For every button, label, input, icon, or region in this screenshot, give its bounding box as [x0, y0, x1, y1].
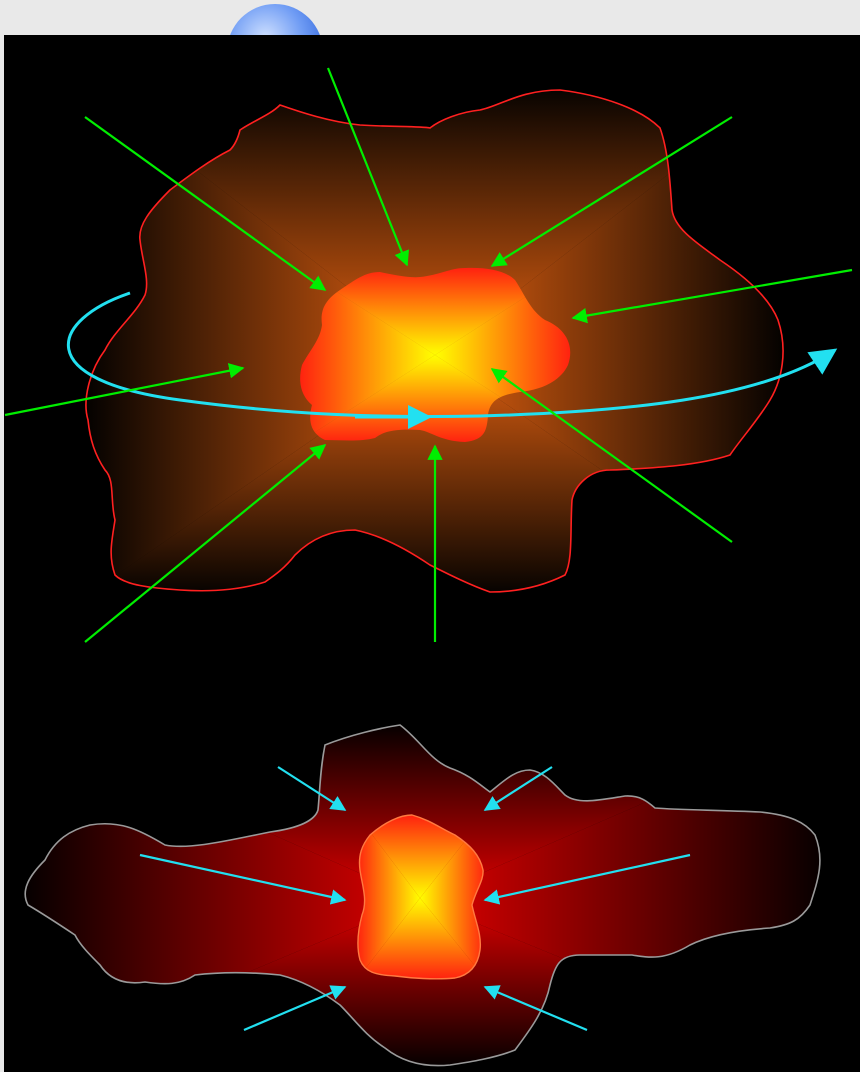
inflow-arrow-upper-right: [490, 116, 733, 267]
inflow-arrow-right: [571, 268, 853, 324]
bottom-dense-core: [357, 814, 484, 980]
rotation-arrow: [67, 291, 838, 419]
top-inflow-arrows: [4, 67, 853, 643]
inflow-arrow-upper-right: [483, 766, 553, 811]
inflow-arrow-left: [4, 363, 245, 417]
inflow-arrow-right: [483, 853, 691, 905]
inflow-arrow-top: [326, 67, 409, 267]
rotation-arrow-mid-head: [408, 405, 432, 429]
top-panel-rotating-cloud: [4, 67, 853, 643]
inflow-arrow-lower-right: [490, 368, 733, 543]
inflow-arrow-lower-left: [243, 985, 347, 1032]
inflow-arrow-lower-left: [84, 444, 327, 643]
inflow-arrow-lower-right: [483, 985, 588, 1032]
bottom-panel-flattened-cloud: [24, 724, 821, 1067]
bottom-inflow-arrows: [139, 766, 691, 1032]
inflow-arrow-upper-left: [277, 766, 347, 811]
inflow-arrow-upper-left: [84, 116, 327, 291]
inflow-arrow-left: [139, 853, 347, 905]
